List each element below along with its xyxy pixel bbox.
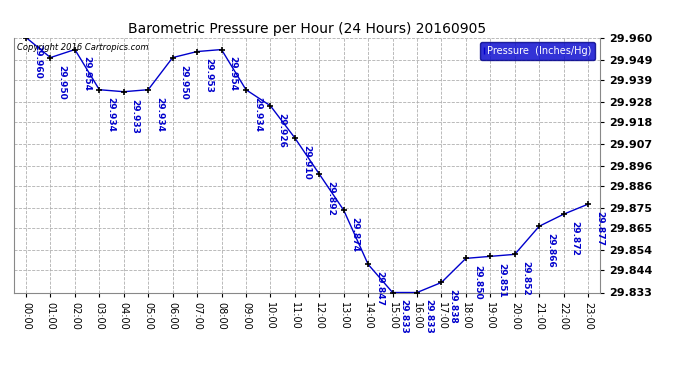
Text: 29.850: 29.850 (473, 265, 482, 300)
Text: 29.954: 29.954 (228, 57, 237, 92)
Text: 29.838: 29.838 (448, 290, 457, 324)
Text: 29.866: 29.866 (546, 233, 555, 268)
Text: 29.934: 29.934 (155, 97, 164, 132)
Text: 29.953: 29.953 (204, 58, 213, 93)
Text: 29.892: 29.892 (326, 181, 335, 216)
Text: 29.833: 29.833 (400, 300, 408, 334)
Text: 29.852: 29.852 (522, 261, 531, 296)
Text: 29.954: 29.954 (82, 57, 91, 92)
Text: 29.872: 29.872 (571, 221, 580, 256)
Text: 29.874: 29.874 (351, 217, 359, 252)
Text: 29.950: 29.950 (57, 64, 66, 99)
Text: 29.950: 29.950 (179, 64, 188, 99)
Text: 29.847: 29.847 (375, 272, 384, 306)
Text: 29.851: 29.851 (497, 263, 506, 298)
Text: 29.934: 29.934 (106, 97, 115, 132)
Text: Copyright 2016 Cartropics.com: Copyright 2016 Cartropics.com (17, 43, 148, 52)
Text: 29.934: 29.934 (253, 97, 262, 132)
Text: 29.877: 29.877 (595, 211, 604, 246)
Title: Barometric Pressure per Hour (24 Hours) 20160905: Barometric Pressure per Hour (24 Hours) … (128, 22, 486, 36)
Text: 29.926: 29.926 (277, 113, 286, 148)
Legend: Pressure  (Inches/Hg): Pressure (Inches/Hg) (480, 42, 595, 60)
Text: 29.960: 29.960 (33, 45, 42, 79)
Text: 29.910: 29.910 (302, 145, 310, 180)
Text: 29.933: 29.933 (130, 99, 139, 134)
Text: 29.833: 29.833 (424, 300, 433, 334)
